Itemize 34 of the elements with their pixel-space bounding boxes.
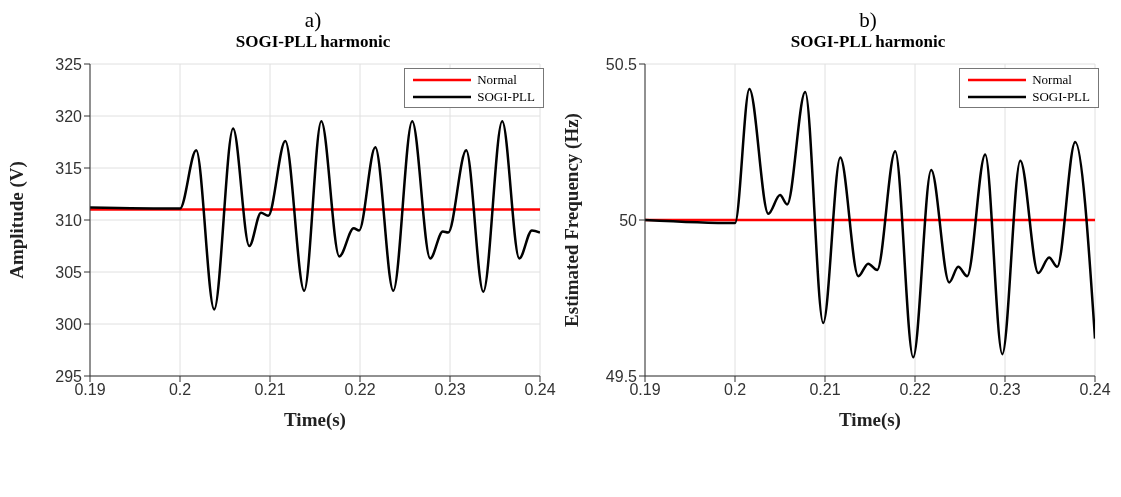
text: b) [858, 8, 878, 32]
y-tick-label: 300 [55, 315, 83, 333]
legend-label: SOGI-PLL [1032, 88, 1090, 105]
x-tick-label: 0.24 [1079, 381, 1111, 399]
line-series [90, 119, 540, 311]
x-axis-title: Time(s) [284, 409, 346, 431]
y-tick-label: 310 [55, 211, 83, 229]
x-tick-label: 0.24 [524, 381, 556, 399]
x-tick-label: 0.21 [254, 381, 286, 399]
legend-label: Normal [477, 71, 517, 88]
x-tick-label: 0.19 [74, 381, 106, 399]
y-tick-label: 305 [55, 263, 83, 281]
line-series [645, 87, 1095, 359]
y-tick-label: 50 [619, 211, 638, 229]
x-tick-label: 0.23 [434, 381, 466, 399]
x-tick-label: 0.23 [989, 381, 1021, 399]
y-axis-title: Amplitude (V) [5, 161, 28, 279]
x-tick-label: 0.21 [809, 381, 841, 399]
x-tick-label: 0.22 [899, 381, 931, 399]
y-axis-title: Estimated Frequency (Hz) [560, 113, 583, 327]
x-tick-label: 0.19 [629, 381, 661, 399]
chart-title: SOGI-PLL harmonic [234, 32, 392, 53]
x-tick-label: 0.22 [344, 381, 376, 399]
y-tick-label: 325 [55, 55, 83, 73]
x-axis-title: Time(s) [839, 409, 901, 431]
x-tick-label: 0.2 [723, 381, 747, 399]
chart-title: SOGI-PLL harmonic [789, 32, 947, 53]
x-tick-label: 0.2 [168, 381, 192, 399]
text: a) [303, 8, 323, 32]
legend-label: Normal [1032, 71, 1072, 88]
legend-label: SOGI-PLL [477, 88, 535, 105]
y-tick-label: 50.5 [605, 55, 638, 73]
y-tick-label: 320 [55, 107, 83, 125]
y-tick-label: 315 [55, 159, 83, 177]
